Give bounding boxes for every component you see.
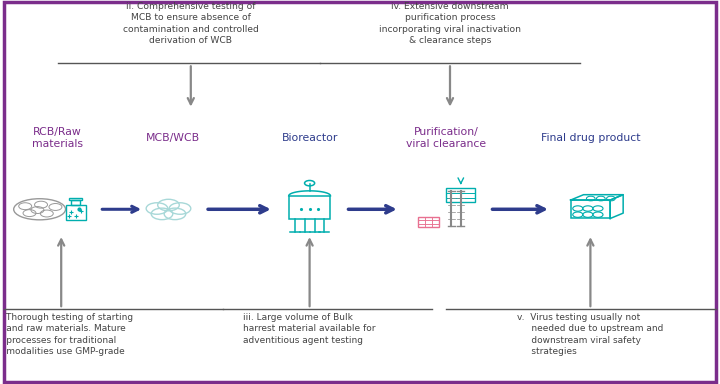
Bar bbox=[289, 196, 330, 219]
Text: RCB/Raw
materials: RCB/Raw materials bbox=[32, 127, 83, 149]
Text: v.  Virus testing usually not
     needed due to upstream and
     downstream vi: v. Virus testing usually not needed due … bbox=[517, 313, 664, 356]
Bar bbox=[69, 198, 82, 200]
Text: ii. Comprehensive testing of
MCB to ensure absence of
contamination and controll: ii. Comprehensive testing of MCB to ensu… bbox=[123, 2, 258, 45]
Text: Final drug product: Final drug product bbox=[541, 133, 640, 143]
Bar bbox=[71, 200, 81, 205]
Bar bbox=[418, 217, 439, 227]
Bar bbox=[446, 188, 475, 202]
Text: iv. Extensive downstream
purification process
incorporating viral inactivation
&: iv. Extensive downstream purification pr… bbox=[379, 2, 521, 45]
Text: MCB/WCB: MCB/WCB bbox=[145, 133, 200, 143]
Text: Bioreactor: Bioreactor bbox=[282, 133, 338, 143]
Text: i.    Thorough testing of starting
      and raw materials. Mature
      process: i. Thorough testing of starting and raw … bbox=[0, 313, 133, 356]
Text: iii. Large volume of Bulk
harrest material available for
adventitious agent test: iii. Large volume of Bulk harrest materi… bbox=[243, 313, 376, 345]
Text: Purification/
viral clearance: Purification/ viral clearance bbox=[406, 127, 487, 149]
Bar bbox=[66, 205, 86, 220]
Bar bbox=[571, 200, 611, 218]
